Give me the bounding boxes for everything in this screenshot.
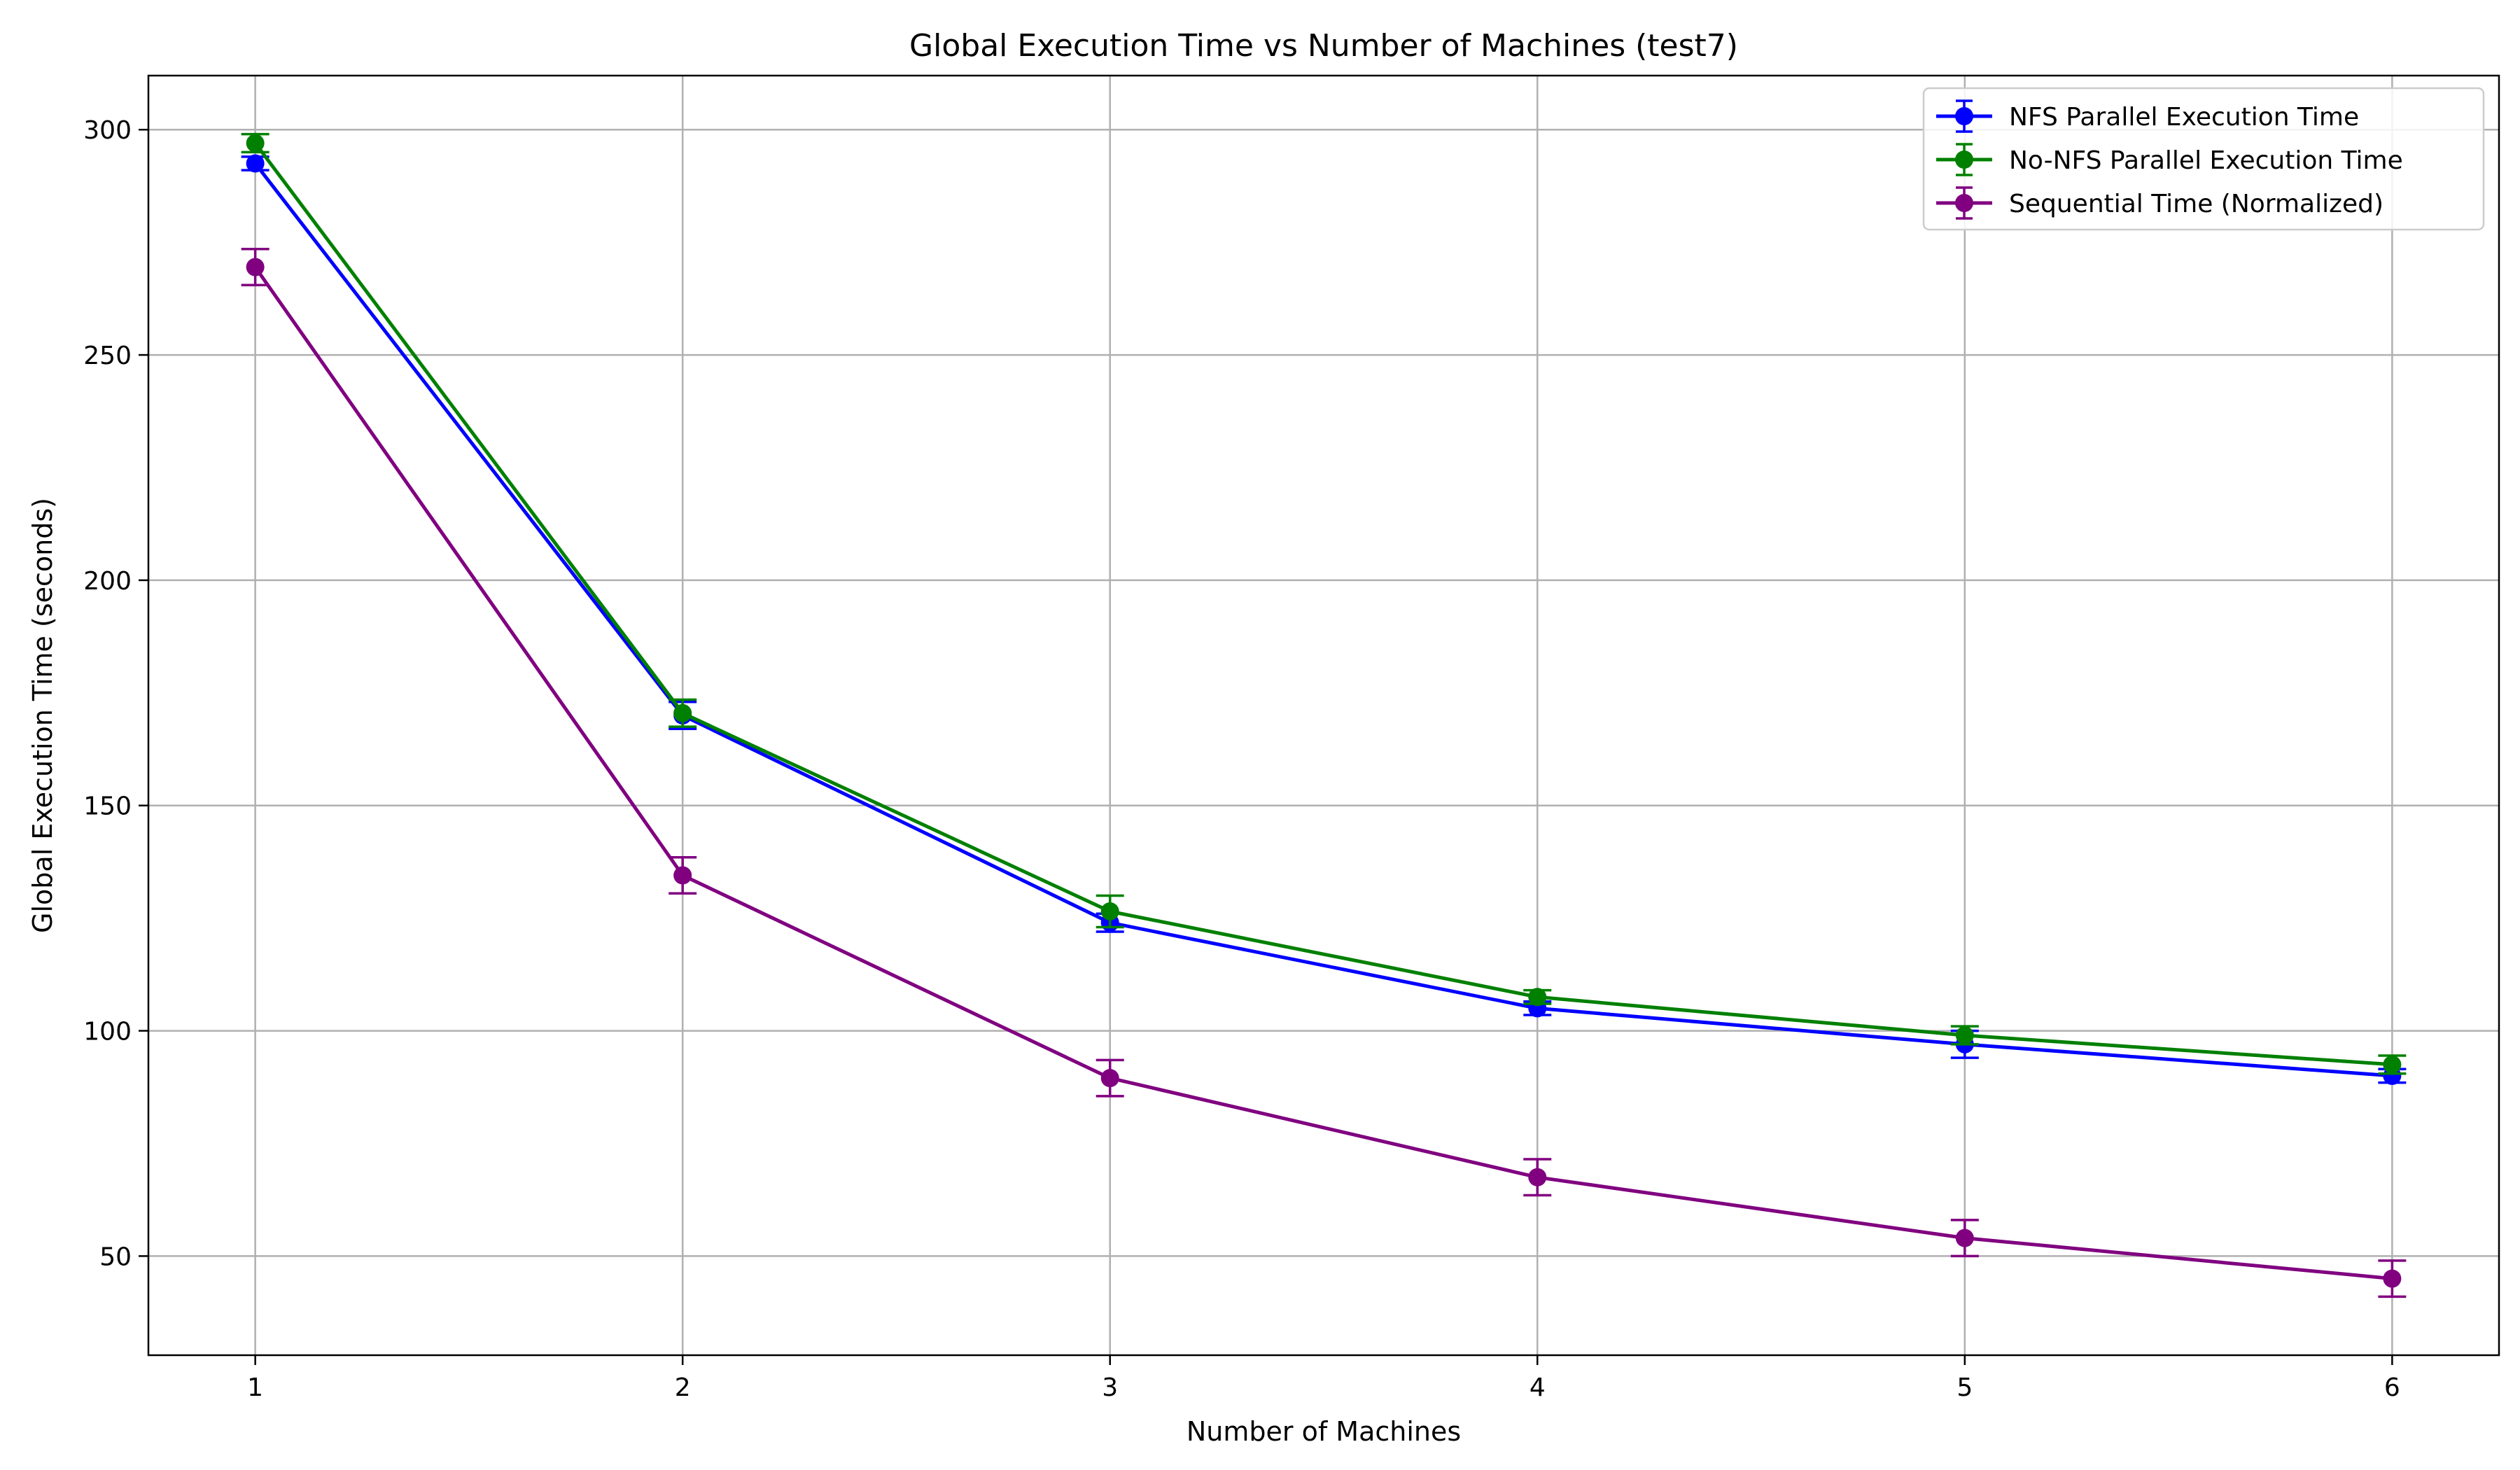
data-point	[246, 258, 265, 276]
y-tick-label: 300	[83, 116, 132, 145]
data-point	[1528, 1168, 1547, 1186]
series-1	[241, 132, 2407, 1075]
data-point	[1955, 1228, 1974, 1247]
data-point	[2383, 1055, 2402, 1074]
x-tick-label: 5	[1956, 1373, 1973, 1402]
data-point	[673, 866, 692, 885]
series-2	[241, 248, 2407, 1298]
series-line	[253, 162, 2393, 1078]
grid	[148, 76, 2499, 1355]
data-point	[1100, 1069, 1119, 1088]
series-line	[253, 266, 2393, 1281]
y-tick-label: 200	[83, 567, 132, 596]
x-tick-label: 6	[2384, 1373, 2400, 1402]
y-tick-label: 150	[83, 792, 132, 821]
x-tick-label: 1	[247, 1373, 263, 1402]
data-point	[1955, 1026, 1974, 1044]
data-point	[246, 154, 265, 173]
plot-frame	[147, 74, 2500, 1357]
legend-marker	[1955, 150, 1973, 169]
legend-label: No-NFS Parallel Execution Time	[2009, 146, 2403, 175]
x-axis-label: Number of Machines	[1186, 1416, 1461, 1447]
y-tick-label: 100	[83, 1018, 132, 1046]
legend-label: Sequential Time (Normalized)	[2009, 190, 2384, 218]
legend-entry: Sequential Time (Normalized)	[1936, 186, 2384, 220]
chart-title: Global Execution Time vs Number of Machi…	[909, 28, 1738, 64]
legend: NFS Parallel Execution Time No-NFS Parall…	[1922, 87, 2485, 231]
series-layer	[241, 132, 2407, 1298]
data-point	[1528, 988, 1547, 1007]
legend-marker	[1955, 194, 1973, 212]
data-point	[673, 704, 692, 722]
legend-entry: NFS Parallel Execution Time	[1936, 99, 2359, 133]
x-tick-label: 2	[675, 1373, 691, 1402]
legend-marker	[1955, 107, 1973, 125]
data-point	[2383, 1269, 2402, 1288]
data-point	[246, 134, 265, 153]
y-tick-label: 250	[83, 342, 132, 370]
legend-label: NFS Parallel Execution Time	[2009, 103, 2359, 132]
y-tick-label: 50	[99, 1242, 132, 1271]
x-tick-label: 3	[1102, 1373, 1118, 1402]
y-axis-label: Global Execution Time (seconds)	[27, 498, 58, 933]
data-point	[1100, 902, 1119, 920]
x-tick-label: 4	[1530, 1373, 1546, 1402]
series-line	[253, 142, 2393, 1067]
legend-box	[1922, 87, 2485, 231]
axis-ticks: 1 2 3 4 5 6 50 100 150 200 250 300	[83, 116, 2400, 1402]
legend-entry: No-NFS Parallel Execution Time	[1936, 143, 2403, 176]
